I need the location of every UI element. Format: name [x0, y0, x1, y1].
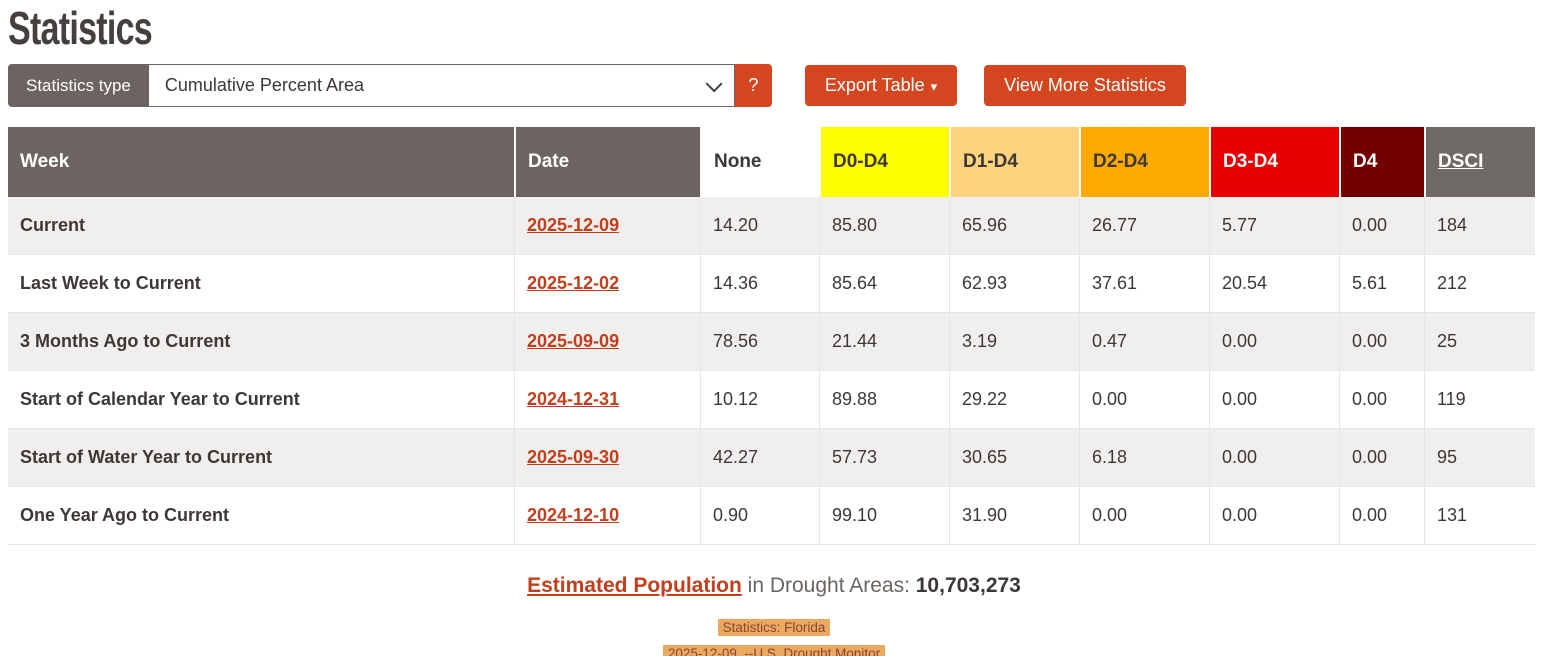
table-row-water-year: Start of Water Year to Current 2025-09-3…	[8, 429, 1535, 487]
view-more-statistics-button[interactable]: View More Statistics	[984, 65, 1186, 106]
export-table-button[interactable]: Export Table ▾	[804, 65, 958, 106]
date-link[interactable]: 2024-12-31	[527, 389, 620, 409]
date-cell: 2025-12-09	[514, 197, 700, 255]
stat-cell-d3: 0.00	[1209, 429, 1339, 487]
stat-cell-none: 42.27	[700, 429, 819, 487]
column-header-date: Date	[514, 127, 700, 197]
date-cell: 2024-12-31	[514, 371, 700, 429]
row-label: Last Week to Current	[8, 255, 514, 313]
stat-cell-none: 78.56	[700, 313, 819, 371]
stat-cell-none: 14.36	[700, 255, 819, 313]
table-caption: Statistics: Florida 2025-12-09, --U.S. D…	[8, 615, 1540, 656]
caption-source: 2025-12-09, --U.S. Drought Monitor	[662, 645, 886, 656]
stat-cell-d3: 0.00	[1209, 371, 1339, 429]
population-static-text: in Drought Areas:	[741, 574, 916, 597]
date-cell: 2025-09-30	[514, 429, 700, 487]
stat-cell-dsci: 212	[1424, 255, 1535, 313]
column-header-week: Week	[8, 127, 514, 197]
export-table-label: Export Table	[824, 75, 925, 95]
stat-cell-d1: 62.93	[949, 255, 1079, 313]
stat-cell-d2: 0.00	[1079, 487, 1209, 545]
help-button[interactable]: ?	[734, 64, 772, 107]
column-header-d2-d4: D2-D4	[1079, 127, 1209, 197]
stat-cell-d1: 29.22	[949, 371, 1079, 429]
population-value: 10,703,273	[915, 574, 1021, 597]
date-link[interactable]: 2025-09-09	[527, 331, 620, 351]
row-label: Current	[8, 197, 514, 255]
stat-cell-d3: 5.77	[1209, 197, 1339, 255]
stat-cell-d2: 26.77	[1079, 197, 1209, 255]
column-header-d4: D4	[1339, 127, 1424, 197]
date-cell: 2025-12-02	[514, 255, 700, 313]
stat-cell-dsci: 25	[1424, 313, 1535, 371]
column-header-none: None	[700, 127, 819, 197]
stat-cell-d0: 57.73	[819, 429, 949, 487]
table-header-row: Week Date None D0-D4 D1-D4 D2-D4 D3-D4 D…	[8, 127, 1535, 197]
caption-region: Statistics: Florida	[717, 619, 831, 636]
row-label: 3 Months Ago to Current	[8, 313, 514, 371]
stat-cell-d3: 20.54	[1209, 255, 1339, 313]
controls-bar: Statistics type Cumulative Percent Area …	[8, 64, 1540, 107]
stat-cell-d1: 31.90	[949, 487, 1079, 545]
stat-cell-none: 0.90	[700, 487, 819, 545]
estimated-population-line: Estimated Population in Drought Areas: 1…	[8, 574, 1540, 598]
table-row-one-year-ago: One Year Ago to Current 2024-12-10 0.90 …	[8, 487, 1535, 545]
stat-cell-d0: 85.80	[819, 197, 949, 255]
stat-cell-d0: 99.10	[819, 487, 949, 545]
stat-cell-d4: 0.00	[1339, 487, 1424, 545]
statistics-type-selected-value: Cumulative Percent Area	[164, 75, 364, 95]
stat-cell-none: 14.20	[700, 197, 819, 255]
stat-cell-d3: 0.00	[1209, 313, 1339, 371]
column-header-d0-d4: D0-D4	[819, 127, 949, 197]
page-title: Statistics	[8, 2, 1540, 54]
statistics-type-select[interactable]: Cumulative Percent Area	[148, 64, 735, 107]
date-cell: 2024-12-10	[514, 487, 700, 545]
stat-cell-d1: 65.96	[949, 197, 1079, 255]
stat-cell-d4: 0.00	[1339, 371, 1424, 429]
page-title-text: Statistics	[8, 2, 153, 54]
row-label: Start of Water Year to Current	[8, 429, 514, 487]
stat-cell-d0: 85.64	[819, 255, 949, 313]
stat-cell-d1: 30.65	[949, 429, 1079, 487]
stat-cell-d4: 0.00	[1339, 313, 1424, 371]
caret-down-icon: ▾	[930, 79, 938, 94]
date-link[interactable]: 2025-12-02	[527, 273, 620, 293]
chevron-down-icon	[705, 74, 723, 92]
stat-cell-d4: 5.61	[1339, 255, 1424, 313]
stat-cell-d0: 89.88	[819, 371, 949, 429]
column-header-dsci: DSCI	[1424, 127, 1535, 197]
date-link[interactable]: 2025-12-09	[527, 215, 620, 235]
row-label: Start of Calendar Year to Current	[8, 371, 514, 429]
date-link[interactable]: 2025-09-30	[527, 447, 620, 467]
statistics-table: Week Date None D0-D4 D1-D4 D2-D4 D3-D4 D…	[8, 127, 1535, 545]
stat-cell-dsci: 184	[1424, 197, 1535, 255]
stat-cell-dsci: 119	[1424, 371, 1535, 429]
stat-cell-d2: 0.00	[1079, 371, 1209, 429]
stat-cell-d1: 3.19	[949, 313, 1079, 371]
stat-cell-dsci: 95	[1424, 429, 1535, 487]
stat-cell-d2: 6.18	[1079, 429, 1209, 487]
table-row-last-week: Last Week to Current 2025-12-02 14.36 85…	[8, 255, 1535, 313]
stat-cell-d0: 21.44	[819, 313, 949, 371]
stat-cell-d3: 0.00	[1209, 487, 1339, 545]
stat-cell-dsci: 131	[1424, 487, 1535, 545]
dsci-link[interactable]: DSCI	[1438, 151, 1484, 172]
stat-cell-d4: 0.00	[1339, 429, 1424, 487]
column-header-d1-d4: D1-D4	[949, 127, 1079, 197]
table-row-calendar-year: Start of Calendar Year to Current 2024-1…	[8, 371, 1535, 429]
estimated-population-link[interactable]: Estimated Population	[527, 574, 742, 597]
stat-cell-none: 10.12	[700, 371, 819, 429]
stat-cell-d4: 0.00	[1339, 197, 1424, 255]
stat-cell-d2: 0.47	[1079, 313, 1209, 371]
row-label: One Year Ago to Current	[8, 487, 514, 545]
date-link[interactable]: 2024-12-10	[527, 505, 620, 525]
statistics-type-label: Statistics type	[8, 64, 149, 107]
table-row-current: Current 2025-12-09 14.20 85.80 65.96 26.…	[8, 197, 1535, 255]
stat-cell-d2: 37.61	[1079, 255, 1209, 313]
column-header-d3-d4: D3-D4	[1209, 127, 1339, 197]
table-row-3-months: 3 Months Ago to Current 2025-09-09 78.56…	[8, 313, 1535, 371]
date-cell: 2025-09-09	[514, 313, 700, 371]
